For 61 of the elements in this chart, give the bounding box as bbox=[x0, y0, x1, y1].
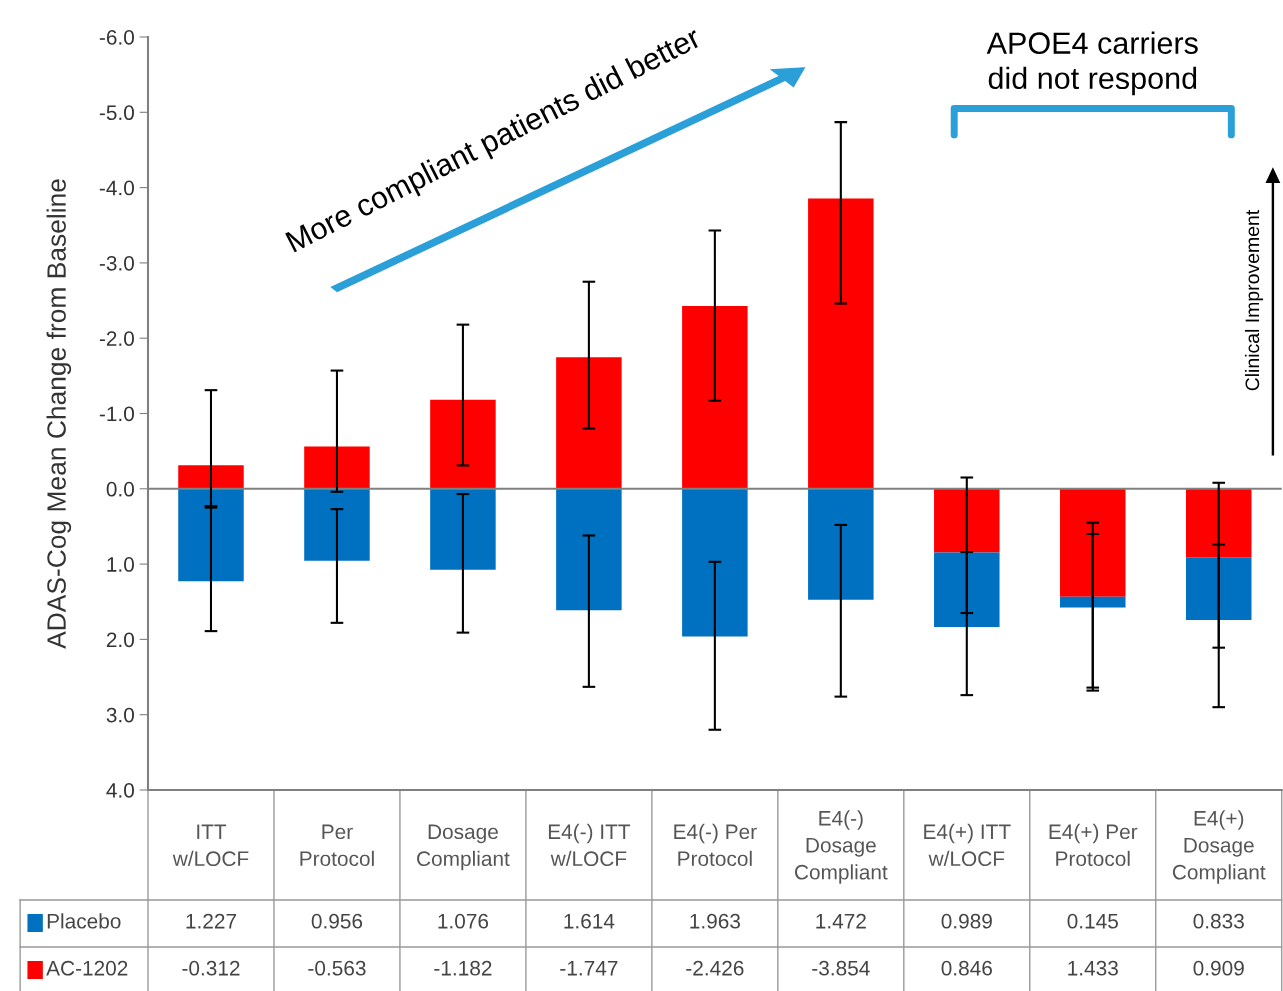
bar bbox=[304, 488, 370, 561]
y-tick-label: -1.0 bbox=[99, 406, 134, 422]
bar bbox=[682, 488, 748, 637]
legend-label: Placebo bbox=[47, 913, 121, 929]
y-tick-label: -5.0 bbox=[99, 105, 134, 121]
bar bbox=[178, 488, 244, 582]
data-label: 0.956 bbox=[311, 913, 363, 929]
y-tick-label: -3.0 bbox=[99, 255, 134, 271]
data-label: 1.433 bbox=[1068, 960, 1118, 976]
bar bbox=[430, 488, 496, 570]
x-tick-label: E4(+) Dosage Compliant bbox=[1172, 810, 1266, 884]
x-tick-label: E4(+) Per Protocol bbox=[1049, 823, 1138, 867]
data-label: 0.846 bbox=[941, 960, 992, 976]
bar bbox=[934, 488, 1000, 553]
data-label: 1.963 bbox=[690, 913, 741, 929]
data-label: 0.145 bbox=[1067, 913, 1118, 929]
y-axis-title: ADAS-Cog Mean Change from Baseline bbox=[46, 179, 72, 649]
bar bbox=[1185, 488, 1252, 558]
data-label: -1.182 bbox=[434, 960, 492, 976]
bar bbox=[1060, 488, 1126, 597]
x-tick-label: ITT w/LOCF bbox=[172, 824, 249, 867]
x-tick-label: E4(-) ITT w/LOCF bbox=[548, 823, 631, 867]
bar bbox=[556, 357, 622, 489]
data-label: -0.312 bbox=[182, 960, 240, 976]
bar bbox=[682, 306, 748, 489]
y-tick-label: -2.0 bbox=[99, 331, 134, 346]
x-tick-label: E4(+) ITT w/LOCF bbox=[924, 823, 1011, 867]
data-label: -1.747 bbox=[560, 961, 618, 976]
y-tick-label: 4.0 bbox=[106, 783, 134, 798]
x-tick-label: E4(-) Per Protocol bbox=[674, 823, 757, 867]
data-label: -3.854 bbox=[812, 960, 870, 976]
data-label: 1.614 bbox=[564, 913, 615, 929]
bar bbox=[808, 488, 874, 600]
legend-label: AC-1202 bbox=[46, 960, 128, 976]
bar bbox=[808, 198, 874, 489]
data-label: 1.472 bbox=[816, 913, 866, 929]
y-tick-label: 2.0 bbox=[106, 632, 134, 648]
data-label: 1.227 bbox=[186, 913, 237, 929]
bar bbox=[1185, 557, 1252, 620]
bar bbox=[304, 446, 370, 489]
bar bbox=[1060, 596, 1126, 608]
bar bbox=[556, 488, 622, 611]
y-tick-label: 0.0 bbox=[106, 481, 134, 497]
data-label: -0.563 bbox=[308, 960, 366, 976]
y-tick-label: -6.0 bbox=[99, 30, 134, 45]
x-tick-label: Per Protocol bbox=[300, 824, 374, 867]
data-label: 0.833 bbox=[1193, 913, 1244, 929]
bar bbox=[934, 552, 1000, 627]
bar bbox=[178, 465, 244, 489]
x-tick-label: E4(-) Dosage Compliant bbox=[794, 810, 888, 884]
y-tick-label: 1.0 bbox=[107, 557, 134, 572]
data-label: -2.426 bbox=[686, 960, 744, 976]
bar bbox=[430, 399, 496, 489]
data-label: 0.909 bbox=[1193, 960, 1244, 976]
y-tick-label: -4.0 bbox=[99, 180, 134, 196]
x-tick-label: Dosage Compliant bbox=[417, 824, 510, 871]
annotation: Clinical Improvement bbox=[1244, 209, 1264, 391]
y-tick-label: 3.0 bbox=[106, 707, 134, 723]
annotation: APOE4 carriers did not respond bbox=[986, 31, 1198, 96]
data-label: 0.989 bbox=[941, 913, 992, 929]
data-label: 1.076 bbox=[438, 913, 489, 929]
